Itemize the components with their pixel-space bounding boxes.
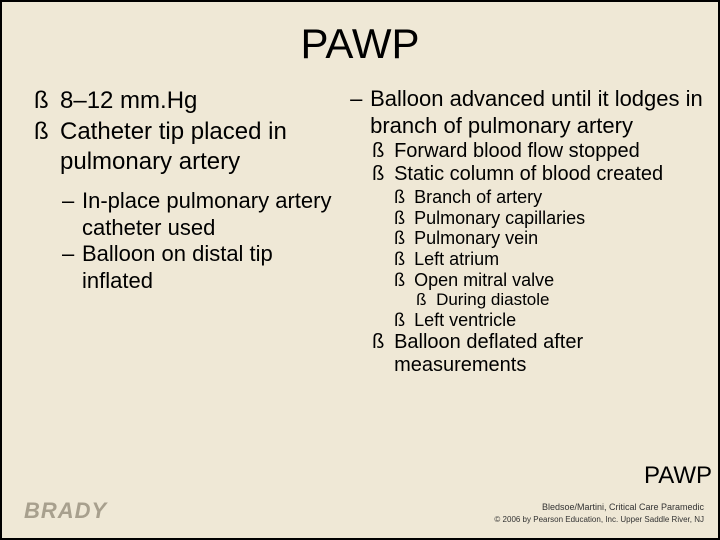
bullet-text: Pulmonary capillaries [414,208,708,229]
bullet-text: Branch of artery [414,187,708,208]
arrow-icon: ß [394,228,414,249]
bullet-l1-2: ß Catheter tip placed in pulmonary arter… [34,117,346,176]
left-column: ß 8–12 mm.Hg ß Catheter tip placed in pu… [12,86,346,378]
arrow-icon: ß [372,163,394,187]
dash-icon: – [62,241,82,295]
bullet-l1-1: ß 8–12 mm.Hg [34,86,346,115]
arrow-icon: ß [416,290,436,310]
arrow-icon: ß [394,208,414,229]
bullet-r1: – Balloon advanced until it lodges in br… [350,86,708,140]
bullet-text: Left atrium [414,249,708,270]
content-columns: ß 8–12 mm.Hg ß Catheter tip placed in pu… [12,86,708,378]
arrow-icon: ß [394,270,414,291]
bullet-r2: ß Balloon deflated after measurements [372,331,708,378]
bullet-text: Open mitral valve [414,270,708,291]
arrow-icon: ß [372,331,394,378]
bullet-text: Catheter tip placed in pulmonary artery [60,117,346,176]
arrow-icon: ß [394,249,414,270]
bullet-text: Balloon advanced until it lodges in bran… [370,86,708,140]
bullet-r1b5: ß Open mitral valve [394,270,708,291]
bullet-text: Forward blood flow stopped [394,140,708,164]
corner-label: PAWP [644,462,712,490]
brady-logo: BRADY [24,498,107,524]
bullet-l2-1: – In-place pulmonary artery catheter use… [62,188,346,242]
arrow-icon: ß [372,140,394,164]
spacer [34,178,346,188]
bullet-text: Balloon deflated after measurements [394,331,708,378]
arrow-icon: ß [34,117,60,176]
bullet-text: In-place pulmonary artery catheter used [82,188,346,242]
footer-line-1: Bledsoe/Martini, Critical Care Paramedic [542,502,704,512]
bullet-r1b3: ß Pulmonary vein [394,228,708,249]
bullet-r1b2: ß Pulmonary capillaries [394,208,708,229]
arrow-icon: ß [34,86,60,115]
bullet-r1b5a: ß During diastole [416,290,708,310]
dash-icon: – [62,188,82,242]
bullet-text: Left ventricle [414,310,708,331]
arrow-icon: ß [394,187,414,208]
bullet-r1b: ß Static column of blood created [372,163,708,187]
right-column: – Balloon advanced until it lodges in br… [346,86,708,378]
bullet-text: During diastole [436,290,708,310]
bullet-r1a: ß Forward blood flow stopped [372,140,708,164]
bullet-text: Balloon on distal tip inflated [82,241,346,295]
dash-icon: – [350,86,370,140]
footer-line-2: © 2006 by Pearson Education, Inc. Upper … [494,515,704,524]
bullet-r1b1: ß Branch of artery [394,187,708,208]
bullet-text: Pulmonary vein [414,228,708,249]
bullet-text: Static column of blood created [394,163,708,187]
arrow-icon: ß [394,310,414,331]
bullet-r1b6: ß Left ventricle [394,310,708,331]
slide-title: PAWP [12,20,708,68]
bullet-l2-2: – Balloon on distal tip inflated [62,241,346,295]
slide: PAWP ß 8–12 mm.Hg ß Catheter tip placed … [0,0,720,540]
bullet-r1b4: ß Left atrium [394,249,708,270]
bullet-text: 8–12 mm.Hg [60,86,346,115]
